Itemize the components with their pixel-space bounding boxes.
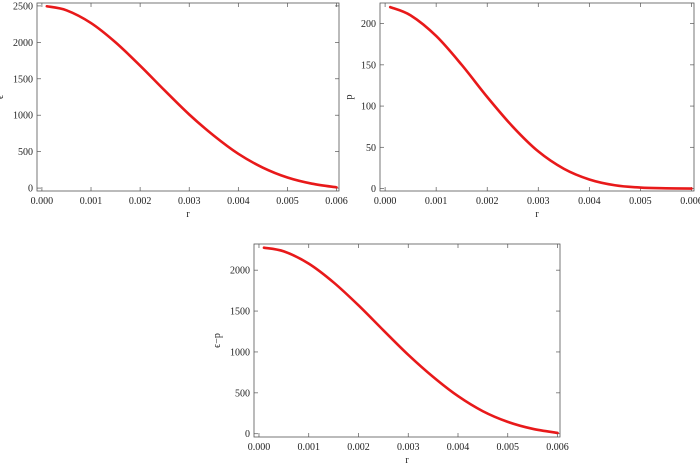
- series-line: [388, 5, 693, 190]
- y-tick-label: 200: [361, 19, 376, 30]
- y-tick-label: 0: [28, 184, 33, 195]
- x-tick-label: 0.000: [31, 196, 54, 207]
- x-tick-label: 0.000: [374, 196, 397, 207]
- x-tick-label: 0.002: [347, 442, 370, 453]
- y-tick-label: 500: [18, 147, 33, 158]
- x-tick-label: 0.000: [248, 442, 271, 453]
- y-tick-label: 1000: [230, 347, 250, 358]
- plot-frame: [36, 2, 340, 192]
- x-tick-label: 0.001: [425, 196, 448, 207]
- y-tick-label: 0: [245, 429, 250, 440]
- x-axis-label: r: [535, 209, 539, 220]
- plot-frame: [379, 2, 695, 192]
- x-tick-label: 0.005: [497, 442, 520, 453]
- x-tick-label: 0.004: [447, 442, 470, 453]
- y-tick-label: 2000: [13, 38, 33, 49]
- y-axis-label: ϵ−p: [212, 333, 223, 348]
- x-axis-label: r: [405, 455, 409, 465]
- y-tick-label: 1500: [230, 307, 250, 318]
- y-tick-label: 500: [235, 388, 250, 399]
- y-tick-label: 2500: [13, 1, 33, 12]
- chart-energy-density: 0.000 0.001 0.002 0.003 0.004 0.005 0.006 0 500 1…: [0, 1, 348, 220]
- y-axis-label: p: [344, 95, 355, 100]
- x-tick-label: 0.001: [80, 196, 103, 207]
- x-tick-label: 0.006: [325, 196, 348, 207]
- y-tick-label: 150: [361, 60, 376, 71]
- x-tick-label: 0.004: [227, 196, 250, 207]
- series-line: [45, 4, 338, 189]
- x-tick-label: 0.003: [178, 196, 201, 207]
- y-axis-label: ϵ: [0, 95, 6, 99]
- x-tick-label: 0.002: [476, 196, 499, 207]
- x-tick-label: 0.001: [297, 442, 320, 453]
- series-line: [262, 246, 559, 435]
- plot-frame: [253, 243, 561, 438]
- x-tick-label: 0.002: [129, 196, 152, 207]
- y-tick-label: 50: [366, 143, 376, 154]
- y-tick-label: 100: [361, 102, 376, 113]
- x-tick-label: 0.003: [527, 196, 550, 207]
- y-tick-label: 1500: [13, 74, 33, 85]
- x-tick-label: 0.004: [578, 196, 601, 207]
- x-tick-label: 0.005: [276, 196, 299, 207]
- chart-pressure: 0.000 0.001 0.002 0.003 0.004 0.005 0.006 0 50 10…: [344, 2, 700, 220]
- chart-energy-minus-pressure: 0.000 0.001 0.002 0.003 0.004 0.005 0.006 0 500 1…: [212, 243, 569, 465]
- x-tick-label: 0.006: [680, 196, 700, 207]
- y-tick-label: 0: [371, 184, 376, 195]
- x-tick-label: 0.006: [546, 442, 569, 453]
- y-tick-label: 2000: [230, 266, 250, 277]
- x-axis-label: r: [186, 209, 190, 220]
- y-tick-label: 1000: [13, 111, 33, 122]
- x-tick-label: 0.003: [397, 442, 420, 453]
- x-tick-label: 0.005: [629, 196, 652, 207]
